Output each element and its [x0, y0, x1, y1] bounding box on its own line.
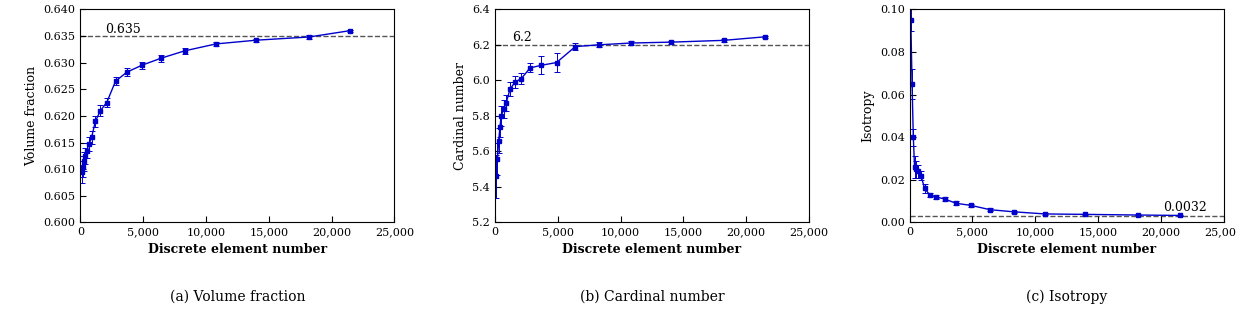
Y-axis label: Cardinal number: Cardinal number — [454, 62, 467, 170]
Text: (c) Isotropy: (c) Isotropy — [1026, 290, 1107, 304]
X-axis label: Discrete element number: Discrete element number — [148, 243, 328, 256]
Y-axis label: Isotropy: Isotropy — [861, 90, 874, 142]
Text: 6.2: 6.2 — [513, 31, 533, 44]
Text: (b) Cardinal number: (b) Cardinal number — [580, 290, 724, 304]
Text: (a) Volume fraction: (a) Volume fraction — [169, 290, 305, 304]
X-axis label: Discrete element number: Discrete element number — [562, 243, 742, 256]
Text: 0.635: 0.635 — [105, 23, 141, 36]
X-axis label: Discrete element number: Discrete element number — [976, 243, 1156, 256]
Y-axis label: Volume fraction: Volume fraction — [25, 66, 38, 166]
Text: 0.0032: 0.0032 — [1163, 201, 1208, 214]
